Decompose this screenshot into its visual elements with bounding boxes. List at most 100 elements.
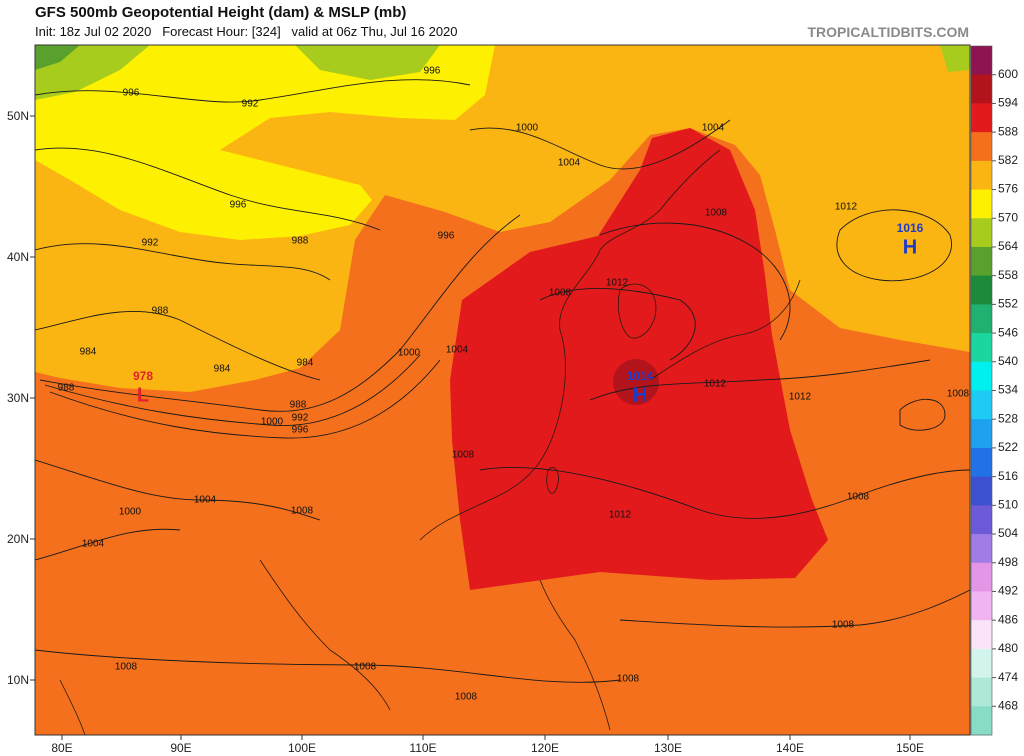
lat-label: 50N (7, 109, 29, 123)
colorbar-label: 558 (998, 268, 1018, 282)
colorbar-swatch (971, 706, 992, 736)
lat-label: 30N (7, 391, 29, 405)
colorbar-label: 504 (998, 526, 1018, 540)
colorbar-swatch (971, 74, 992, 104)
colorbar-swatch (971, 103, 992, 133)
colorbar: 600 594 588 582 576 570 564 558 552 546 540 534 528 5… (970, 45, 1018, 736)
isobar-label: 988 (152, 306, 169, 317)
isobar-label: 1008 (947, 389, 970, 400)
colorbar-label: 516 (998, 469, 1018, 483)
isobar-label: 996 (292, 425, 309, 436)
isobar-label: 996 (424, 66, 441, 77)
colorbar-label: 594 (998, 96, 1018, 110)
height-field-576 (35, 45, 970, 392)
isobar-label: 996 (230, 200, 247, 211)
lon-label: 100E (288, 741, 316, 755)
isobar-label: 992 (292, 413, 309, 424)
colorbar-swatch (971, 648, 992, 679)
isobar-label: 984 (297, 358, 314, 369)
map (34, 44, 971, 736)
colorbar-swatch (971, 46, 992, 76)
lon-label: 120E (531, 741, 559, 755)
colorbar-swatch (971, 390, 992, 420)
lon-label: 150E (896, 741, 924, 755)
colorbar-label: 540 (998, 354, 1018, 368)
center-value: 1016 (897, 221, 924, 235)
colorbar-swatch (971, 620, 992, 650)
colorbar-label: 480 (998, 641, 1018, 655)
height-field-564 (940, 45, 970, 72)
isobar-label: 1008 (549, 288, 572, 299)
isobar-label: 1008 (617, 674, 640, 685)
axes: 80E 90E 100E 110E 120E 130E 140E 150E 50N 40N 30N 2… (7, 109, 924, 755)
colorbar-label: 510 (998, 498, 1018, 512)
isobar-label: 1000 (398, 348, 421, 359)
map-frame (34, 44, 971, 736)
isobar-label: 1004 (702, 123, 725, 134)
colorbar-label: 552 (998, 297, 1018, 311)
colorbar-label: 468 (998, 698, 1018, 712)
colorbar-swatch (971, 677, 992, 707)
isobar-label: 992 (242, 99, 259, 110)
colorbar-label: 498 (998, 555, 1018, 569)
isobar-label: 1008 (705, 208, 728, 219)
colorbar-label: 546 (998, 325, 1018, 339)
center-letter: H (903, 236, 917, 258)
isobar-label: 1008 (847, 492, 870, 503)
isobar-label: 1008 (354, 662, 377, 673)
colorbar-label: 528 (998, 411, 1018, 425)
center-letter: L (137, 384, 149, 406)
isobar-label: 996 (123, 88, 140, 99)
isobar-label: 1008 (291, 506, 314, 517)
height-field-558 (35, 45, 80, 70)
isobar-label: 1008 (452, 450, 475, 461)
colorbar-label: 582 (998, 153, 1018, 167)
colorbar-swatch (971, 304, 992, 334)
isobar-label: 988 (290, 400, 307, 411)
isobar-label: 1000 (261, 417, 284, 428)
lon-label: 140E (776, 741, 804, 755)
colorbar-swatch (971, 218, 992, 248)
height-field-564 (295, 45, 440, 80)
isobar-label: 1000 (516, 123, 539, 134)
center-value: 1014 (627, 369, 654, 383)
isobar-label: 1000 (119, 507, 142, 518)
isobar-label: 992 (142, 238, 159, 249)
colorbar-label: 570 (998, 210, 1018, 224)
colorbar-swatch (971, 591, 992, 621)
lon-label: 90E (170, 741, 191, 755)
height-field-588 (450, 128, 828, 590)
colorbar-label: 522 (998, 440, 1018, 454)
isobars (35, 79, 970, 683)
colorbar-swatch (971, 333, 992, 363)
isobar-label: 1008 (832, 620, 855, 631)
colorbar-swatch (971, 132, 992, 162)
isobar-label: 988 (292, 236, 309, 247)
colorbar-swatch (971, 505, 992, 535)
colorbar-swatch (971, 447, 992, 478)
isobar-label: 1004 (82, 539, 105, 550)
isobar-label: 1012 (835, 202, 858, 213)
height-field-570 (35, 45, 495, 240)
isobar-label: 1012 (789, 392, 812, 403)
colorbar-swatch (971, 476, 992, 506)
colorbar-swatch (971, 562, 992, 592)
isobar-label: 984 (214, 364, 231, 375)
colorbar-label: 576 (998, 182, 1018, 196)
colorbar-label: 588 (998, 124, 1018, 138)
isobar-label: 1012 (606, 278, 629, 289)
colorbar-swatch (971, 275, 992, 305)
colorbar-label: 486 (998, 612, 1018, 626)
colorbar-label: 534 (998, 383, 1018, 397)
colorbar-swatch (971, 419, 992, 449)
colorbar-label: 474 (998, 670, 1018, 684)
isobar-label: 1004 (558, 158, 581, 169)
colorbar-swatch (971, 246, 992, 277)
height-field-594 (613, 359, 659, 405)
colorbar-swatch (971, 160, 992, 191)
isobar-label: 1004 (446, 345, 469, 356)
coastlines (59, 149, 801, 735)
isobar-label: 1008 (455, 692, 478, 703)
lat-label: 40N (7, 250, 29, 264)
